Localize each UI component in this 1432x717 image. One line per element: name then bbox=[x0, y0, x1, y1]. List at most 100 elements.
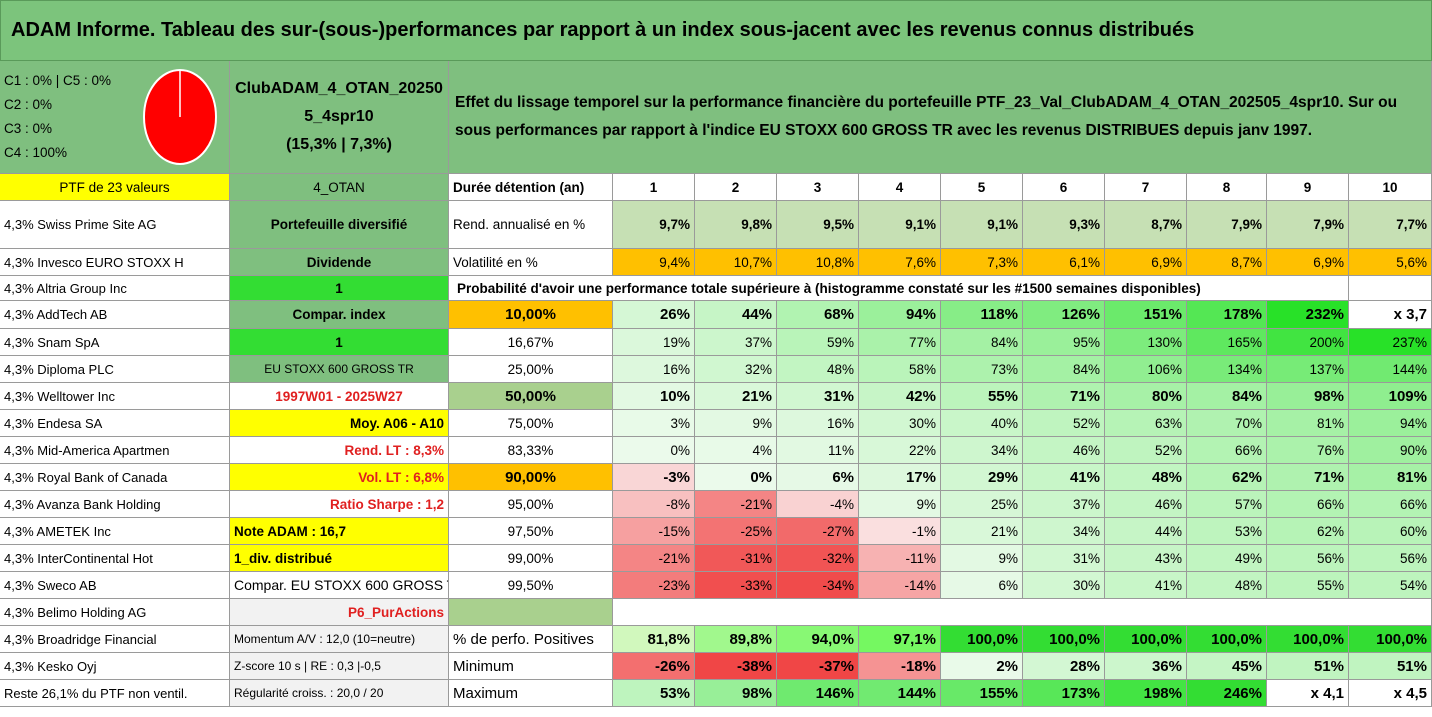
prob-value: 70% bbox=[1187, 410, 1267, 437]
holding-name: 4,3% Belimo Holding AG bbox=[0, 599, 230, 626]
max-value: x 4,5 bbox=[1349, 680, 1432, 707]
prob-value: 81% bbox=[1267, 410, 1349, 437]
prob-value: -33% bbox=[695, 572, 777, 599]
prob-value: 16% bbox=[777, 410, 859, 437]
max-value: 98% bbox=[695, 680, 777, 707]
prob-threshold: 95,00% bbox=[449, 491, 613, 518]
prob-value: 66% bbox=[1267, 491, 1349, 518]
vol-value: 6,9% bbox=[1105, 249, 1187, 276]
prob-value: 134% bbox=[1187, 356, 1267, 383]
cluster-pie-chart bbox=[143, 69, 217, 165]
rend-value: 9,1% bbox=[941, 201, 1023, 249]
prob-value: 3% bbox=[613, 410, 695, 437]
rend-value: 9,7% bbox=[613, 201, 695, 249]
year-header: 6 bbox=[1023, 174, 1105, 201]
prob-value: -8% bbox=[613, 491, 695, 518]
prob-threshold: 99,00% bbox=[449, 545, 613, 572]
prob-value: 11% bbox=[777, 437, 859, 464]
blank-cell bbox=[1349, 276, 1432, 301]
portfolio-name-line: ClubADAM_4_OTAN_20250 bbox=[235, 80, 443, 97]
holding-name: 4,3% Broadridge Financial bbox=[0, 626, 230, 653]
vol-value: 7,3% bbox=[941, 249, 1023, 276]
prob-value: 130% bbox=[1105, 329, 1187, 356]
prob-value: 30% bbox=[859, 410, 941, 437]
prob-value: 84% bbox=[1023, 356, 1105, 383]
info-cell: Ratio Sharpe : 1,2 bbox=[230, 491, 449, 518]
holding-name: 4,3% Welltower Inc bbox=[0, 383, 230, 410]
prob-value: 94% bbox=[859, 301, 941, 329]
min-value: 2% bbox=[941, 653, 1023, 680]
prob-value: -25% bbox=[695, 518, 777, 545]
prob-value: 55% bbox=[941, 383, 1023, 410]
prob-value: 59% bbox=[777, 329, 859, 356]
min-value: -37% bbox=[777, 653, 859, 680]
prob-value: 22% bbox=[859, 437, 941, 464]
prob-threshold: 90,00% bbox=[449, 464, 613, 491]
holding-name: 4,3% Swiss Prime Site AG bbox=[0, 201, 230, 249]
pos-value: 100,0% bbox=[1187, 626, 1267, 653]
holding-name: 4,3% InterContinental Hot bbox=[0, 545, 230, 572]
prob-value: 4% bbox=[695, 437, 777, 464]
prob-value: 56% bbox=[1267, 545, 1349, 572]
prob-value: 6% bbox=[941, 572, 1023, 599]
prob-value: 29% bbox=[941, 464, 1023, 491]
prob-value: 0% bbox=[613, 437, 695, 464]
prob-value: x 3,7 bbox=[1349, 301, 1432, 329]
year-header: 5 bbox=[941, 174, 1023, 201]
year-header: 10 bbox=[1349, 174, 1432, 201]
info-cell: P6_PurActions bbox=[230, 599, 449, 626]
max-value: 144% bbox=[859, 680, 941, 707]
prob-value: 53% bbox=[1187, 518, 1267, 545]
min-value: 28% bbox=[1023, 653, 1105, 680]
prob-value: 41% bbox=[1023, 464, 1105, 491]
rend-value: 7,7% bbox=[1349, 201, 1432, 249]
prob-value: 34% bbox=[941, 437, 1023, 464]
rend-value: 9,8% bbox=[695, 201, 777, 249]
holding-name: Reste 26,1% du PTF non ventil. bbox=[0, 680, 230, 707]
prob-value: 21% bbox=[941, 518, 1023, 545]
prob-value: 95% bbox=[1023, 329, 1105, 356]
pos-value: 94,0% bbox=[777, 626, 859, 653]
prob-value: 200% bbox=[1267, 329, 1349, 356]
min-value: -38% bbox=[695, 653, 777, 680]
holding-name: 4,3% Snam SpA bbox=[0, 329, 230, 356]
prob-value: -4% bbox=[777, 491, 859, 518]
min-value: 45% bbox=[1187, 653, 1267, 680]
rend-value: 9,3% bbox=[1023, 201, 1105, 249]
info-cell: Vol. LT : 6,8% bbox=[230, 464, 449, 491]
prob-value: 71% bbox=[1023, 383, 1105, 410]
prob-value: -21% bbox=[613, 545, 695, 572]
prob-value: 31% bbox=[777, 383, 859, 410]
prob-value: 52% bbox=[1023, 410, 1105, 437]
rend-value: 9,1% bbox=[859, 201, 941, 249]
prob-value: 41% bbox=[1105, 572, 1187, 599]
prob-value: -3% bbox=[613, 464, 695, 491]
prob-threshold: 10,00% bbox=[449, 301, 613, 329]
prob-value: 62% bbox=[1267, 518, 1349, 545]
prob-value: 84% bbox=[1187, 383, 1267, 410]
blank-cell bbox=[449, 599, 613, 626]
prob-value: -11% bbox=[859, 545, 941, 572]
max-label: Maximum bbox=[449, 680, 613, 707]
rend-value: 7,9% bbox=[1187, 201, 1267, 249]
cluster-block: C1 : 0% | C5 : 0% C2 : 0% C3 : 0% C4 : 1… bbox=[0, 61, 230, 174]
prob-threshold: 99,50% bbox=[449, 572, 613, 599]
prob-value: 52% bbox=[1105, 437, 1187, 464]
prob-value: 106% bbox=[1105, 356, 1187, 383]
vol-value: 8,7% bbox=[1187, 249, 1267, 276]
vol-value: 5,6% bbox=[1349, 249, 1432, 276]
info-cell: EU STOXX 600 GROSS TR bbox=[230, 356, 449, 383]
prob-value: -31% bbox=[695, 545, 777, 572]
info-cell: Moy. A06 - A10 bbox=[230, 410, 449, 437]
holding-name: 4,3% Altria Group Inc bbox=[0, 276, 230, 301]
prob-value: 49% bbox=[1187, 545, 1267, 572]
holding-name: 4,3% Royal Bank of Canada bbox=[0, 464, 230, 491]
max-value: 198% bbox=[1105, 680, 1187, 707]
prob-value: 10% bbox=[613, 383, 695, 410]
prob-value: 9% bbox=[941, 545, 1023, 572]
prob-value: 151% bbox=[1105, 301, 1187, 329]
prob-value: -32% bbox=[777, 545, 859, 572]
prob-value: 55% bbox=[1267, 572, 1349, 599]
holding-name: 4,3% Avanza Bank Holding bbox=[0, 491, 230, 518]
info-cell: Compar. EU STOXX 600 GROSS TR bbox=[230, 572, 449, 599]
